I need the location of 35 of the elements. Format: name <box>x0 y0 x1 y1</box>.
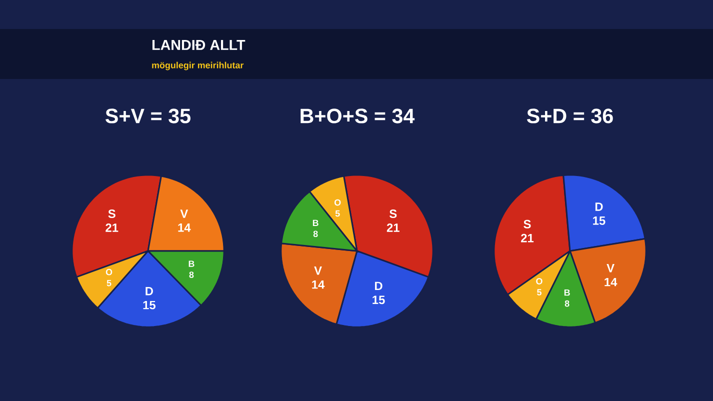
slice-label: O <box>334 199 341 206</box>
data-label: 21 <box>521 234 534 242</box>
slice-label: D <box>146 287 153 296</box>
slice-label: O <box>536 278 542 284</box>
slice-label: V <box>180 210 188 218</box>
chart-title: B+O+S = 34 <box>300 108 415 124</box>
slice-label: S <box>390 210 397 218</box>
text: mögulegir meirihlutar <box>152 62 244 70</box>
text: LANDIÐ ALLT <box>152 40 246 50</box>
slice-label: B <box>312 220 318 226</box>
slice-label: D <box>375 282 382 290</box>
data-label: 21 <box>386 223 400 232</box>
data-label: 21 <box>106 223 118 232</box>
data-label: 5 <box>335 210 340 217</box>
data-label: 5 <box>106 280 112 286</box>
data-label: 5 <box>537 289 542 296</box>
data-label: 8 <box>564 300 570 307</box>
data-label: 15 <box>593 216 606 225</box>
slice-label: S <box>108 210 116 218</box>
data-label: 15 <box>372 296 385 304</box>
slice-label: B <box>188 260 194 267</box>
chart-title: S+V = 35 <box>106 108 190 124</box>
data-label: 14 <box>178 224 191 232</box>
data-label: 8 <box>189 272 194 278</box>
slice-label: O <box>106 268 112 276</box>
data-label: 15 <box>143 300 156 310</box>
slice-label: V <box>314 266 322 275</box>
slice-label: D <box>595 202 603 211</box>
data-label: 14 <box>312 280 325 289</box>
data-label: 14 <box>604 278 618 286</box>
slice-label: S <box>524 220 531 228</box>
data-label: 8 <box>313 230 318 238</box>
chart-title: S+D = 36 <box>526 108 613 124</box>
slice-label: V <box>606 264 614 272</box>
slice-label: B <box>564 289 570 296</box>
